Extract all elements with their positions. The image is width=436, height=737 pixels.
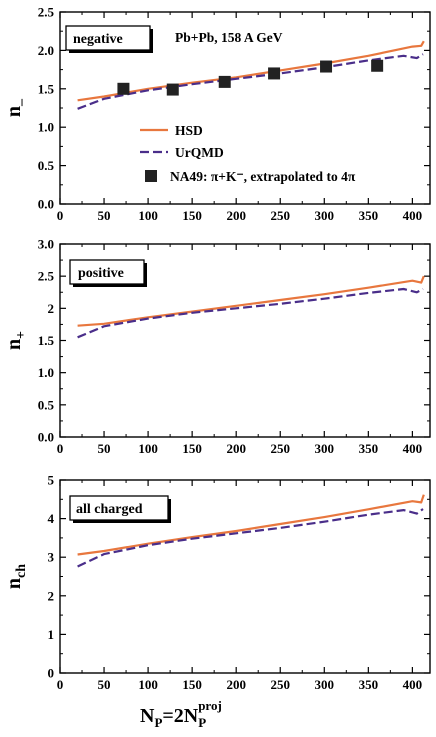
y-tick-label: 4 — [48, 511, 55, 526]
y-tick-label: 2 — [48, 301, 55, 316]
panel-tag-box — [69, 495, 169, 521]
series-line-urqmd — [77, 287, 424, 339]
x-tick-label: 300 — [315, 677, 335, 692]
data-point-3 — [218, 75, 231, 88]
x-tick-label: 400 — [403, 441, 423, 456]
panel-positive: 0 50 100 150 200 250 300 350 400 0.0 0.5 1.0 1.5 2 2.5… — [3, 237, 431, 456]
x-tick-label: 0 — [57, 208, 64, 223]
collision-annotation: Pb+Pb, 158 A GeV — [175, 30, 283, 45]
y-tick-label: 5 — [48, 473, 55, 488]
y-tick-label: 0.0 — [38, 197, 54, 212]
data-point-6 — [371, 59, 384, 72]
x-tick-label: 50 — [98, 208, 111, 223]
x-tick-label: 250 — [270, 208, 290, 223]
panel-tag-box — [69, 259, 145, 285]
panel-tag-box — [65, 25, 151, 51]
y-tick-label: 2 — [48, 588, 55, 603]
y-tick-label: 1.5 — [38, 81, 55, 96]
x-tick-label: 100 — [138, 677, 158, 692]
x-tick-label: 150 — [182, 677, 202, 692]
y-tick-label: 3.0 — [38, 237, 54, 252]
x-tick-label: 350 — [359, 208, 379, 223]
x-tick-label: 400 — [403, 208, 423, 223]
x-tick-label: 150 — [182, 441, 202, 456]
x-tick-label: 250 — [270, 441, 290, 456]
data-point-1 — [117, 82, 130, 95]
legend-label: UrQMD — [175, 145, 224, 160]
x-tick-label: 100 — [138, 441, 158, 456]
data-point-2 — [166, 83, 179, 96]
y-tick-label: 1.5 — [38, 333, 55, 348]
x-tick-label: 50 — [98, 441, 111, 456]
y-tick-label: 0.5 — [38, 158, 55, 173]
series-line-hsd — [77, 40, 425, 102]
panel-negative: 0 50 100 150 200 250 300 350 400 0.0 0.5 1.0 1.5 2.0 2… — [3, 5, 431, 223]
x-tick-label: 50 — [98, 677, 111, 692]
x-tick-label: 0 — [57, 441, 64, 456]
x-tick-label: 300 — [315, 441, 335, 456]
y-tick-label: 2.5 — [38, 269, 55, 284]
legend-marker-na49 — [145, 170, 157, 182]
x-tick-label: 150 — [182, 208, 202, 223]
y-tick-label: 1.0 — [38, 365, 54, 380]
y-axis-label: nch — [3, 564, 29, 589]
data-point-5 — [320, 60, 333, 73]
y-tick-label: 2.5 — [38, 5, 55, 20]
panel-tag-label: negative — [73, 32, 123, 47]
x-tick-label: 100 — [138, 208, 158, 223]
panel-tag-label: positive — [78, 266, 124, 281]
y-tick-label: 0.5 — [38, 397, 55, 412]
series-line-hsd — [77, 275, 425, 327]
legend: HSD UrQMD NA49: π+K⁻, extrapolated to 4π — [140, 123, 356, 184]
legend-label: HSD — [175, 123, 203, 138]
series-line-urqmd — [77, 508, 424, 568]
data-point-4 — [268, 67, 281, 80]
x-axis-label: NP=2NPproj — [140, 698, 222, 730]
series-line-urqmd — [77, 53, 424, 110]
x-tick-label: 400 — [403, 677, 423, 692]
x-tick-label: 350 — [359, 677, 379, 692]
y-tick-label: 2.0 — [38, 43, 54, 58]
series-line-hsd — [77, 494, 425, 556]
y-tick-label: 1.0 — [38, 120, 54, 135]
panel-tag-label: all charged — [76, 502, 143, 517]
x-tick-label: 0 — [57, 677, 64, 692]
y-tick-label: 1 — [48, 627, 55, 642]
y-tick-label: 0.0 — [38, 430, 54, 445]
x-tick-label: 350 — [359, 441, 379, 456]
y-tick-label: 0 — [48, 666, 55, 681]
y-tick-label: 3 — [48, 550, 55, 565]
y-axis-label: n+ — [3, 331, 29, 350]
x-tick-label: 200 — [226, 208, 246, 223]
x-tick-label: 200 — [226, 677, 246, 692]
x-tick-label: 250 — [270, 677, 290, 692]
y-axis-label: n– — [3, 98, 29, 117]
x-tick-label: 300 — [315, 208, 335, 223]
legend-label: NA49: π+K⁻, extrapolated to 4π — [170, 169, 356, 184]
panel-all-charged: 0 50 100 150 200 250 300 350 400 0 1 2 3 4 5 nch all cha… — [3, 473, 431, 730]
x-tick-label: 200 — [226, 441, 246, 456]
